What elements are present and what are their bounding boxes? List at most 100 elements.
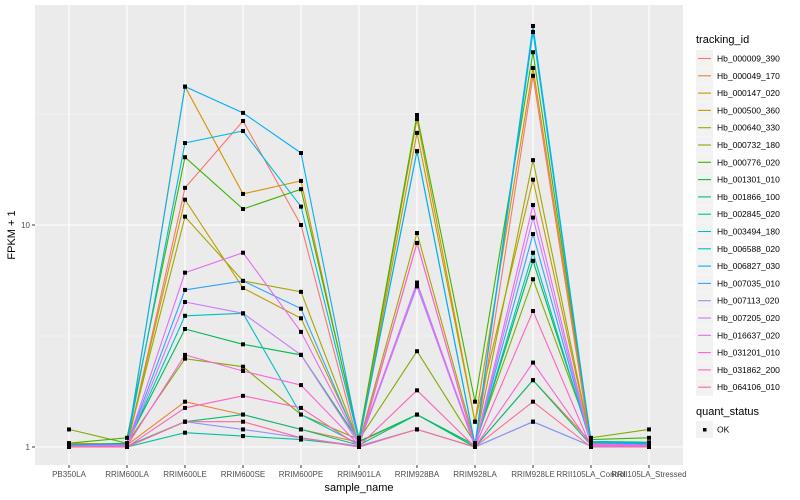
legend-item: Hb_000049_170 [696,67,780,85]
legend-item: Hb_000776_020 [696,153,780,171]
data-point [415,388,419,393]
data-point [241,207,245,212]
series-points [67,23,651,449]
x-tick-label: RRIM600PE [279,470,323,479]
legend-label: Hb_000776_020 [717,157,780,167]
data-point [473,399,477,404]
legend-label: Hb_031201_010 [717,348,780,358]
legend-label: Hb_001866_100 [717,192,780,202]
legend-item: Hb_000009_390 [696,50,780,67]
data-point [67,427,71,432]
data-point [183,197,187,202]
data-point [415,130,419,135]
y-axis: 1 10 [21,221,35,452]
data-point [183,185,187,190]
data-point [473,445,477,449]
data-point [415,280,419,285]
data-point [299,405,303,410]
data-point [183,419,187,424]
data-point [183,399,187,404]
data-point [241,110,245,115]
legend-label: Hb_064106_010 [717,382,780,392]
data-point [183,84,187,89]
x-axis-title: sample_name [324,482,393,494]
x-tick-label: RRII105LA_Control [556,470,626,479]
legend-label: Hb_001301_010 [717,175,780,185]
data-point [183,214,187,219]
data-point [531,258,535,263]
legend-label: Hb_000009_390 [717,54,780,64]
legend-label: OK [717,425,730,435]
legend-label: Hb_002845_020 [717,209,780,219]
legend-title-quant-status: quant_status [696,406,759,418]
data-point [415,427,419,432]
data-point [357,435,361,440]
legend-item: Hb_000732_180 [696,136,780,154]
x-tick-label: RRIM600LA [105,470,149,479]
data-point [241,191,245,196]
data-point [183,356,187,361]
data-point [647,435,651,440]
legend-label: Hb_031862_200 [717,365,780,375]
data-point [531,419,535,424]
legend-item: Hb_003494_180 [696,223,780,240]
legend-item: Hb_000147_020 [696,84,780,102]
x-tick-label: RRII105LA_Stressed [611,470,686,479]
data-point [183,270,187,275]
data-point [241,393,245,398]
data-point [299,151,303,156]
data-point [183,155,187,160]
data-point [241,286,245,291]
data-point [299,187,303,192]
data-point [531,203,535,208]
data-point [299,204,303,209]
data-point [531,215,535,220]
data-point [531,360,535,365]
data-point [125,435,129,440]
legend-label: Hb_000500_360 [717,105,780,115]
legend-item: Hb_016637_020 [696,326,780,344]
legend-item: Hb_031201_010 [696,344,780,362]
data-point [299,352,303,357]
data-point [531,177,535,182]
data-point [531,23,535,28]
data-point [589,439,593,444]
data-point [183,327,187,332]
data-point [531,158,535,163]
legend-item: Hb_007205_020 [696,309,780,327]
data-point [183,352,187,357]
data-point [531,73,535,78]
data-point [531,50,535,55]
data-point [531,308,535,313]
data-point [473,419,477,424]
legend-label: Hb_000640_330 [717,123,780,133]
legend-item: Hb_001301_010 [696,171,780,189]
legend-label: Hb_000147_020 [717,88,780,98]
legend-label: Hb_006827_030 [717,261,780,271]
data-point [299,412,303,417]
legend-item: Hb_000500_360 [696,101,780,119]
data-point [299,178,303,183]
legend-label: Hb_003494_180 [717,227,780,237]
data-point [589,445,593,449]
data-point [183,299,187,304]
data-point [241,419,245,424]
data-point [241,434,245,439]
data-point [647,445,651,449]
x-tick-label: PB350LA [52,470,86,479]
legend-title-tracking-id: tracking_id [696,34,749,46]
data-point [647,427,651,432]
data-point [531,277,535,282]
x-tick-label: RRIM928LE [511,470,555,479]
data-point [415,240,419,245]
data-point [531,30,535,35]
legend-label: Hb_016637_020 [717,330,780,340]
data-point [241,119,245,124]
data-point [415,112,419,117]
data-point [241,368,245,373]
data-point [241,311,245,316]
y-axis-title: FPKM + 1 [6,210,18,259]
data-point [357,438,361,443]
data-point [67,445,71,449]
data-point [299,306,303,311]
